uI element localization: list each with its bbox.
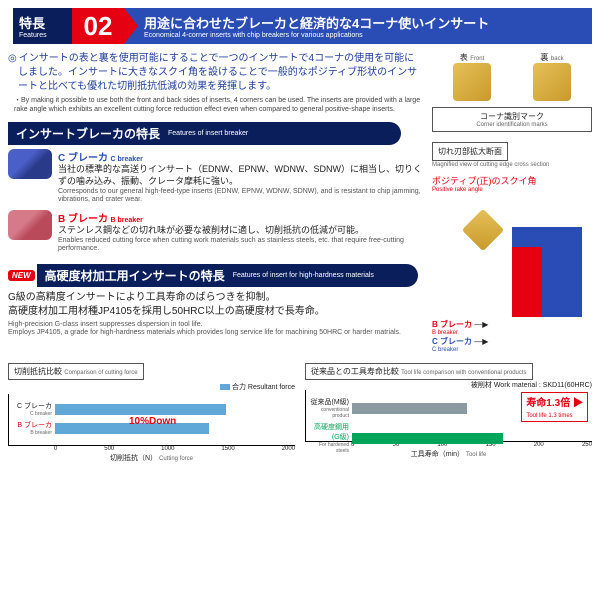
c-desc-en: Corresponds to our general high-feed-typ… xyxy=(58,188,422,205)
b-breaker-block: B ブレーカ B breaker ステンレス鋼などの切れ味が必要な被削材に適し、… xyxy=(8,210,422,253)
hard-en: High-precision G-class insert suppresses… xyxy=(8,321,422,338)
intro-jp: インサートの表と裏を使用可能にすることで一つのインサートで4コーナの使用を可能に… xyxy=(8,52,422,94)
c-name-en: C breaker xyxy=(111,156,143,163)
back-thumb: 裏 back xyxy=(533,52,571,101)
rake-jp: ポジティブ(正)のスクイ角 xyxy=(432,174,592,187)
sub1-en: Features of insert breaker xyxy=(168,130,248,137)
c-name-jp: C ブレーカ xyxy=(58,153,108,164)
bar-hardened xyxy=(352,433,503,444)
title-jp: 用途に合わせたブレーカと経済的な4コーナ使いインサート xyxy=(144,13,586,32)
corner-mark-box: コーナ識別マーク Corner identification marks xyxy=(432,107,592,132)
chart1-title: 切削抵抗比較 Comparison of cutting force xyxy=(8,363,144,380)
back-en: back xyxy=(551,56,564,62)
right-column: 表 Front 裏 back コーナ識別マーク Corner identific… xyxy=(432,52,592,353)
diag-b-jp: B ブレーカ xyxy=(432,320,472,329)
rake-en: Positive rake angle xyxy=(432,187,592,193)
bar-conventional xyxy=(352,403,467,414)
corner-en: Corner identification marks xyxy=(436,122,588,128)
hard-jp2: 高硬度材加工用材種JP4105を採用し50HRC以上の高硬度材で長寿命。 xyxy=(8,305,422,319)
new-badge: NEW xyxy=(8,270,35,281)
feature-header: 特長 Features 02 用途に合わせたブレーカと経済的な4コーナ使いインサ… xyxy=(8,8,592,44)
chart1-axis: 0500100015002000 xyxy=(8,446,295,452)
b-desc-en: Enables reduced cutting force when cutti… xyxy=(58,237,422,254)
sub2-en: Features of insert for high-hardness mat… xyxy=(233,272,374,279)
legend1-en: Resultant force xyxy=(248,384,295,391)
title-en: Economical 4-corner inserts with chip br… xyxy=(144,32,586,39)
b-breaker-icon xyxy=(8,210,52,240)
front-en: Front xyxy=(470,56,484,62)
sub1-jp: インサートブレーカの特長 xyxy=(16,125,160,142)
b-name-jp: B ブレーカ xyxy=(58,214,108,225)
diag-c-en: C breaker xyxy=(432,347,592,353)
tool-life-chart: 従来品との工具寿命比較 Tool life comparison with co… xyxy=(305,363,592,463)
chart1-callout: 10%Down xyxy=(129,416,176,427)
front-thumb: 表 Front xyxy=(453,52,491,101)
chart2-callout: 寿命1.3倍 ▶Tool life 1.3 times xyxy=(521,392,588,422)
sub-heading-breaker: インサートブレーカの特長 Features of insert breaker xyxy=(8,122,401,145)
legend1-jp: 合力 xyxy=(232,384,246,391)
legend-swatch xyxy=(220,384,230,390)
hard-jp1: G級の高精度インサートにより工具寿命のばらつきを抑制。 xyxy=(8,291,422,305)
c-breaker-block: C ブレーカ C breaker 当社の標準的な高送りインサート（EDNW、EP… xyxy=(8,149,422,204)
front-jp: 表 xyxy=(460,53,468,62)
b-name-en: B breaker xyxy=(111,217,143,224)
sub2-jp: 高硬度材加工用インサートの特長 xyxy=(45,267,225,284)
b-desc-jp: ステンレス鋼などの切れ味が必要な被削材に適し、切削抵抗の低減が可能。 xyxy=(58,225,422,237)
cross-section-en: Magnified view of cutting edge cross sec… xyxy=(432,162,592,168)
back-jp: 裏 xyxy=(540,53,548,62)
bar-c xyxy=(55,404,226,415)
corner-jp: コーナ識別マーク xyxy=(436,111,588,122)
features-jp: 特長 xyxy=(19,13,66,32)
insert-front-icon xyxy=(453,63,491,101)
cutting-force-chart: 切削抵抗比較 Comparison of cutting force 合力 Re… xyxy=(8,363,295,463)
intro-en: ・By making it possible to use both the f… xyxy=(8,96,422,114)
cross-section-diagram xyxy=(432,197,582,317)
left-column: インサートの表と裏を使用可能にすることで一つのインサートで4コーナの使用を可能に… xyxy=(8,52,422,353)
diag-c-jp: C ブレーカ xyxy=(432,337,472,346)
sub-heading-hardness: 高硬度材加工用インサートの特長 Features of insert for h… xyxy=(37,264,418,287)
c-breaker-icon xyxy=(8,149,52,179)
features-en: Features xyxy=(19,32,66,39)
chart2-title: 従来品との工具寿命比較 Tool life comparison with co… xyxy=(305,363,533,380)
cross-section-label: 切れ刃部拡大断面 xyxy=(432,142,508,161)
feature-number: 02 xyxy=(72,8,124,44)
insert-back-icon xyxy=(533,63,571,101)
feature-title: 用途に合わせたブレーカと経済的な4コーナ使いインサート Economical 4… xyxy=(124,8,592,44)
diagram-labels: B ブレーカ ―▶ B breaker C ブレーカ ―▶ C breaker xyxy=(432,319,592,353)
c-desc-jp: 当社の標準的な高送りインサート（EDNW、EPNW、WDNW、SDNW）に相当し… xyxy=(58,164,422,187)
features-tab: 特長 Features xyxy=(8,8,72,44)
